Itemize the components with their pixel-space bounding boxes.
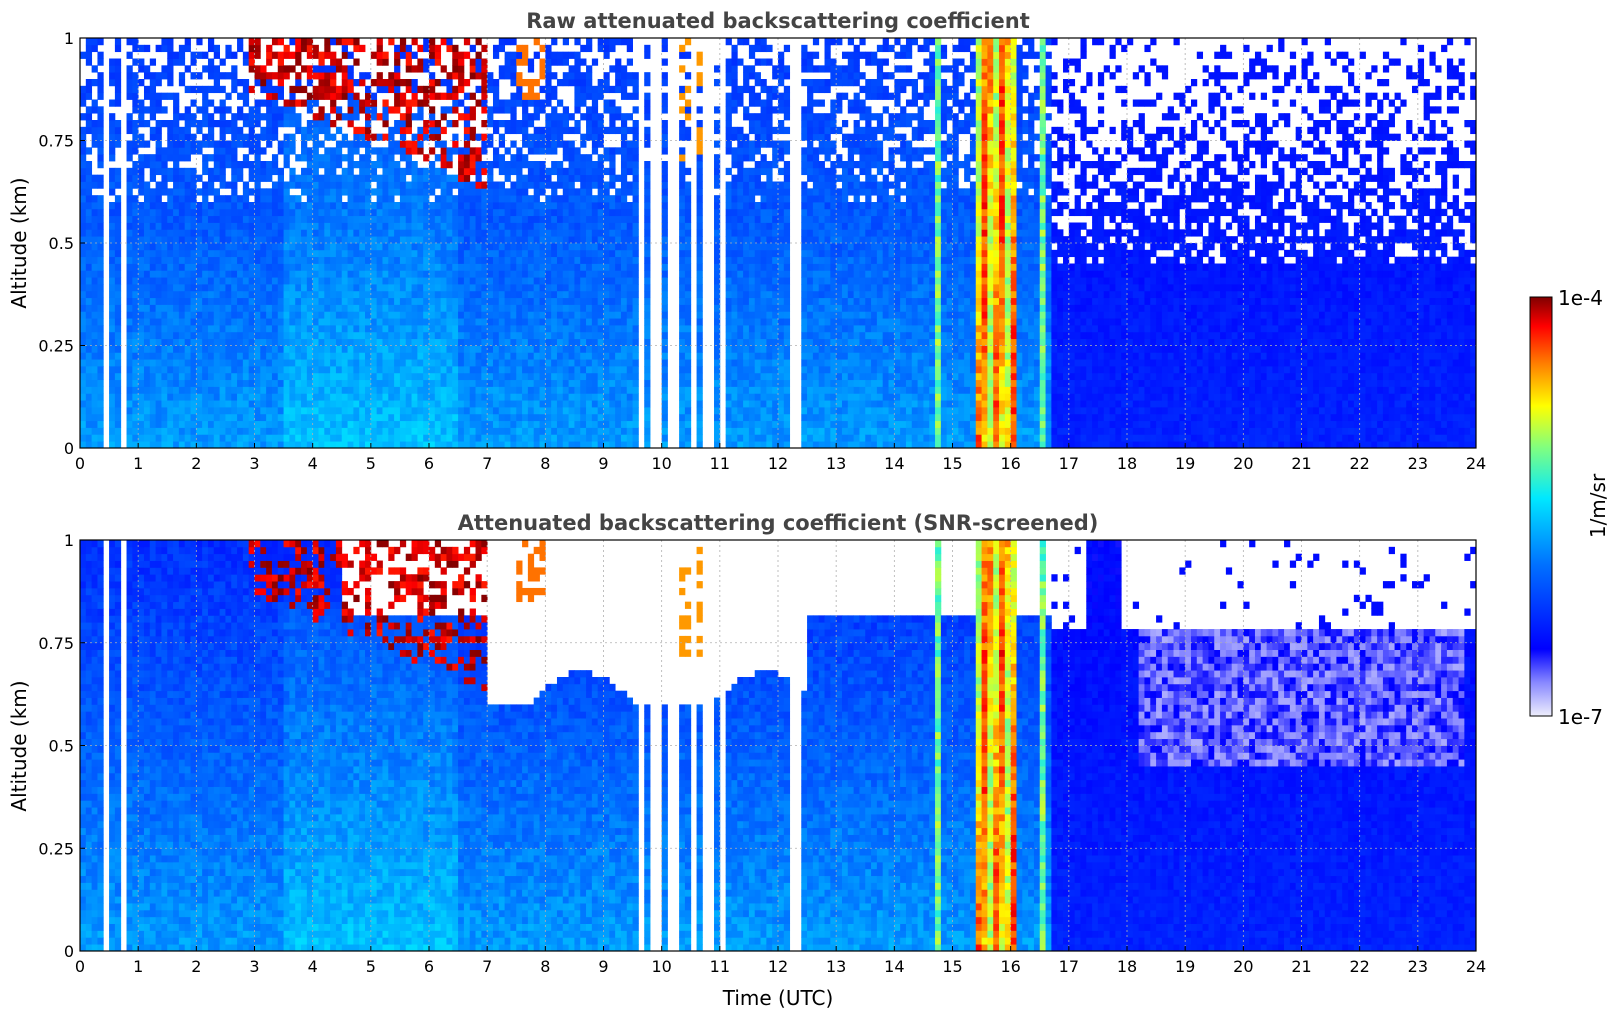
colorbar-max-label: 1e-4 <box>1558 286 1603 310</box>
x-tick-label: 13 <box>826 454 846 473</box>
x-tick-label: 6 <box>424 454 434 473</box>
y-tick-label: 1 <box>64 531 74 550</box>
x-tick-label: 23 <box>1408 957 1428 976</box>
panel-title: Attenuated backscattering coefficient (S… <box>458 511 1099 535</box>
x-tick-label: 8 <box>540 957 550 976</box>
x-tick-label: 17 <box>1059 454 1079 473</box>
panel-title: Raw attenuated backscattering coefficien… <box>526 9 1030 33</box>
y-tick-label: 0.5 <box>49 737 74 756</box>
x-tick-label: 24 <box>1466 957 1486 976</box>
y-tick-label: 0 <box>64 942 74 961</box>
x-tick-label: 8 <box>540 454 550 473</box>
x-tick-label: 4 <box>308 957 318 976</box>
x-tick-label: 12 <box>768 454 788 473</box>
colorbar-min-label: 1e-7 <box>1558 705 1603 729</box>
x-tick-label: 10 <box>651 454 671 473</box>
x-tick-label: 3 <box>249 957 259 976</box>
x-tick-label: 10 <box>651 957 671 976</box>
y-tick-label: 0.75 <box>38 634 74 653</box>
x-tick-label: 13 <box>826 957 846 976</box>
x-tick-label: 23 <box>1408 454 1428 473</box>
y-axis-ticks: 0 0.25 0.5 0.75 1 <box>38 29 85 458</box>
x-tick-label: 12 <box>768 957 788 976</box>
x-tick-label: 24 <box>1466 454 1486 473</box>
x-tick-label: 18 <box>1117 454 1137 473</box>
x-tick-label: 5 <box>366 454 376 473</box>
x-tick-label: 21 <box>1291 454 1311 473</box>
x-tick-label: 9 <box>598 454 608 473</box>
x-axis-label: Time (UTC) <box>722 986 834 1010</box>
raw-backscatter-panel: Raw attenuated backscattering coefficien… <box>7 9 1486 473</box>
x-tick-label: 22 <box>1349 454 1369 473</box>
x-tick-label: 18 <box>1117 957 1137 976</box>
x-tick-label: 15 <box>942 957 962 976</box>
figure: Raw attenuated backscattering coefficien… <box>0 0 1621 1020</box>
x-tick-label: 0 <box>75 957 85 976</box>
x-tick-label: 20 <box>1233 957 1253 976</box>
x-tick-label: 16 <box>1000 957 1020 976</box>
y-axis-label: Altitude (km) <box>7 680 31 811</box>
x-tick-label: 1 <box>133 957 143 976</box>
x-tick-label: 14 <box>884 454 904 473</box>
x-tick-label: 11 <box>710 454 730 473</box>
y-axis-label: Altitude (km) <box>7 177 31 308</box>
colorbar-gradient <box>1530 297 1552 716</box>
screened-backscatter-panel: Attenuated backscattering coefficient (S… <box>7 511 1486 1010</box>
x-tick-label: 3 <box>249 454 259 473</box>
x-tick-label: 20 <box>1233 454 1253 473</box>
y-tick-label: 0.5 <box>49 234 74 253</box>
x-tick-label: 19 <box>1175 454 1195 473</box>
x-tick-label: 4 <box>308 454 318 473</box>
x-tick-label: 0 <box>75 454 85 473</box>
x-tick-label: 15 <box>942 454 962 473</box>
x-tick-label: 2 <box>191 454 201 473</box>
x-tick-label: 7 <box>482 957 492 976</box>
y-tick-label: 0.25 <box>38 337 74 356</box>
colorbar-unit-label: 1/m/sr <box>1586 473 1610 538</box>
x-tick-label: 5 <box>366 957 376 976</box>
x-tick-label: 7 <box>482 454 492 473</box>
y-tick-label: 0 <box>64 439 74 458</box>
x-tick-label: 9 <box>598 957 608 976</box>
x-tick-label: 21 <box>1291 957 1311 976</box>
x-tick-label: 2 <box>191 957 201 976</box>
x-tick-label: 17 <box>1059 957 1079 976</box>
x-tick-label: 11 <box>710 957 730 976</box>
y-tick-label: 0.25 <box>38 839 74 858</box>
x-tick-label: 6 <box>424 957 434 976</box>
y-axis-ticks: 0 0.25 0.5 0.75 1 <box>38 531 85 961</box>
x-tick-label: 19 <box>1175 957 1195 976</box>
x-tick-label: 16 <box>1000 454 1020 473</box>
x-tick-label: 14 <box>884 957 904 976</box>
colorbar: 1e-4 1e-7 1/m/sr <box>1530 286 1610 729</box>
y-tick-label: 1 <box>64 29 74 48</box>
x-tick-label: 1 <box>133 454 143 473</box>
x-tick-label: 22 <box>1349 957 1369 976</box>
y-tick-label: 0.75 <box>38 132 74 151</box>
